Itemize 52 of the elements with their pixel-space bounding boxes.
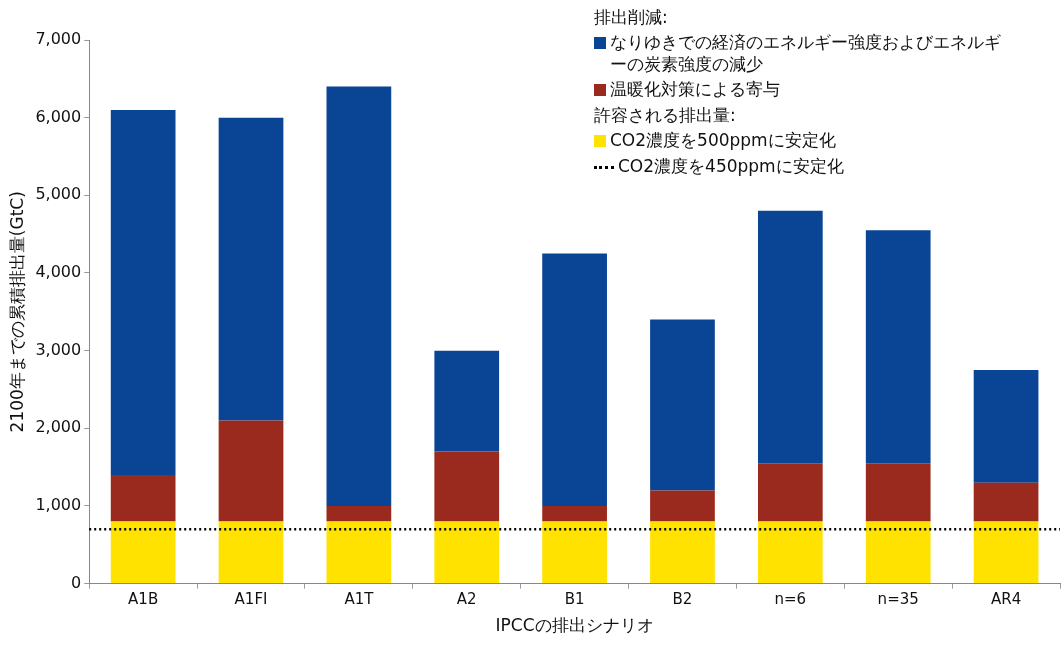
bar (865, 463, 931, 522)
annotation: 許容される排出量: (594, 104, 737, 127)
bar (218, 117, 284, 421)
bar (650, 319, 715, 491)
bar (542, 253, 607, 506)
bar (218, 521, 284, 584)
bar (973, 521, 1039, 584)
x-tick-label: B2 (672, 590, 693, 609)
bar (865, 230, 931, 464)
y-tick-label: 3,000 (35, 339, 82, 359)
bar (865, 521, 931, 584)
x-axis-title: IPCCの排出シナリオ (495, 615, 654, 636)
y-tick-label: 7,000 (35, 29, 82, 49)
legend-label: CO2濃度を450ppmに安定化 (618, 154, 844, 177)
legend-label: CO2濃度を500ppmに安定化 (610, 129, 836, 152)
bar (650, 521, 715, 584)
x-tick-label: A2 (456, 590, 477, 609)
bar (542, 505, 607, 522)
x-tick-label: n=35 (877, 590, 919, 609)
x-tick-label: A1FI (234, 590, 268, 609)
y-axis-title: 2100年までの累積排出量(GtC) (6, 191, 27, 433)
bar (542, 521, 607, 584)
bar (110, 521, 176, 584)
bar (650, 490, 715, 522)
bar (434, 451, 500, 522)
bar (110, 474, 176, 522)
bar (434, 521, 500, 584)
bar (757, 210, 823, 464)
bar (218, 420, 284, 522)
text: 排出削減: (594, 6, 669, 29)
bar (757, 463, 823, 522)
x-tick-label: AR4 (990, 590, 1022, 609)
y-tick-label: 2,000 (35, 417, 82, 437)
bar (326, 86, 392, 506)
y-tick-label: 0 (71, 572, 82, 592)
bar (326, 521, 392, 584)
y-tick-label: 6,000 (35, 106, 82, 126)
legend-label: なりゆきでの経済のエネルギー強度およびエネルギーの炭素強度の減少 (610, 31, 1002, 76)
y-tick-label: 4,000 (35, 262, 82, 282)
x-tick-label: A1B (128, 590, 159, 609)
legend-label: 温暖化対策による寄与 (610, 78, 780, 101)
x-tick-label: B1 (564, 590, 585, 609)
bar (973, 370, 1039, 483)
bar (757, 521, 823, 584)
x-tick-label: A1T (344, 590, 375, 609)
x-tick-label: n=6 (774, 590, 807, 609)
y-tick-label: 1,000 (35, 495, 82, 515)
y-tick-label: 5,000 (35, 184, 82, 204)
bar (326, 505, 392, 522)
bar (973, 482, 1039, 522)
bar (110, 109, 176, 475)
bar (434, 350, 500, 452)
